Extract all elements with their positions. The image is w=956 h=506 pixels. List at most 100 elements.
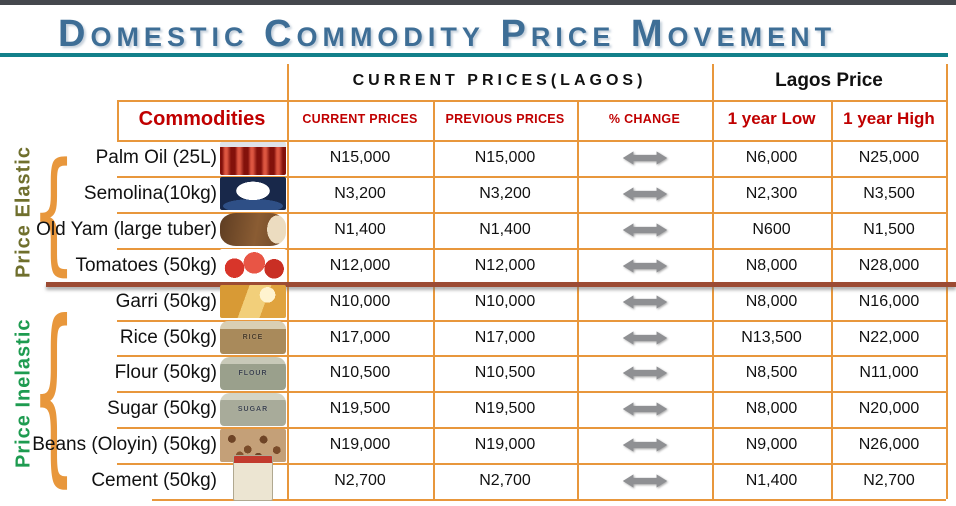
table-row: Semolina(10kg) N3,200 N3,200 N2,300 N3,5…	[0, 176, 956, 212]
year-low-cell: N9,000	[745, 436, 798, 454]
commodity-image-box: FLOUR	[219, 355, 287, 391]
year-high-cell: N26,000	[858, 436, 920, 454]
year-low-cell: N6,000	[745, 149, 798, 166]
commodity-name: Cement (50kg)	[91, 470, 217, 492]
table-row: Old Yam (large tuber) N1,400 N1,400 N600…	[0, 212, 956, 248]
column-header-1-year-high: 1 year High	[843, 109, 935, 128]
header-current-prices-lagos: CURRENT PRICES(LAGOS)	[352, 71, 647, 89]
table-border	[712, 64, 714, 499]
year-high-cell: N22,000	[858, 328, 920, 346]
year-low-cell: N13,500	[741, 328, 802, 346]
table-border	[577, 100, 579, 499]
year-low-cell: N8,500	[745, 364, 798, 382]
commodity-name: Old Yam (large tuber)	[36, 218, 217, 240]
previous-price-cell: N1,400	[479, 220, 531, 238]
flour-sack-image: FLOUR	[220, 356, 286, 390]
table-border	[117, 100, 946, 102]
no-change-arrow-icon	[622, 366, 667, 381]
commodity-image-box	[219, 455, 287, 502]
current-price-cell: N19,000	[329, 436, 391, 454]
sack-label: FLOUR	[238, 369, 268, 377]
table-row: Garri (50kg) N10,000 N10,000 N8,000 N16,…	[0, 284, 956, 320]
table-row: Tomatoes (50kg) N12,000 N12,000 N8,000 N…	[0, 248, 956, 284]
table-border	[117, 100, 119, 140]
table-border	[117, 427, 946, 430]
year-high-cell: N2,700	[863, 472, 915, 490]
previous-price-cell: N19,500	[474, 400, 536, 418]
table-row: Flour (50kg) FLOUR N10,500 N10,500 N8,50…	[0, 355, 956, 391]
percent-change-cell	[579, 320, 710, 356]
percent-change-cell	[579, 176, 710, 212]
sack-label: RICE	[242, 334, 264, 341]
table-border	[287, 64, 289, 499]
commodity-image-box	[219, 176, 287, 212]
previous-price-cell: N10,000	[474, 292, 536, 310]
commodity-name: Flour (50kg)	[114, 362, 217, 384]
percent-change-cell	[579, 391, 710, 427]
column-header-commodities: Commodities	[138, 107, 266, 130]
no-change-arrow-icon	[622, 223, 667, 237]
commodity-image-box	[219, 248, 287, 284]
table-row: Sugar (50kg) SUGAR N19,500 N19,500 N8,00…	[0, 391, 956, 427]
old-yam-image	[220, 213, 286, 247]
commodity-name: Garri (50kg)	[115, 290, 217, 312]
table-border	[117, 463, 946, 466]
current-price-cell: N10,000	[329, 292, 391, 310]
no-change-arrow-icon	[622, 402, 667, 416]
tomatoes-image	[220, 249, 286, 283]
percent-change-cell	[579, 212, 710, 248]
title-underline	[0, 53, 948, 57]
percent-change-cell	[579, 248, 710, 284]
commodity-name: Palm Oil (25L)	[95, 147, 217, 168]
semolina-image	[220, 177, 286, 211]
commodity-name: Beans (Oloyin) (50kg)	[32, 434, 217, 456]
sack-label: SUGAR	[237, 405, 269, 413]
palm-oil-image	[220, 141, 286, 175]
no-change-arrow-icon	[622, 151, 667, 165]
percent-change-cell	[579, 463, 710, 499]
year-high-cell: N3,500	[863, 184, 915, 202]
year-low-cell: N600	[752, 220, 791, 238]
year-high-cell: N11,000	[859, 364, 919, 382]
commodity-image-box	[219, 212, 287, 248]
year-low-cell: N8,000	[745, 256, 798, 274]
current-price-cell: N2,700	[334, 472, 386, 490]
year-low-cell: N8,000	[745, 400, 798, 418]
year-low-cell: N1,400	[745, 472, 798, 490]
column-header-percent-change: % CHANGE	[608, 112, 681, 126]
commodity-name: Semolina(10kg)	[83, 182, 217, 204]
table-border	[117, 247, 946, 250]
no-change-arrow-icon	[622, 438, 667, 452]
commodity-image-box	[219, 140, 287, 176]
percent-change-cell	[579, 140, 710, 176]
current-price-cell: N12,000	[329, 256, 391, 274]
table-row: Rice (50kg) RICE N17,000 N17,000 N13,500…	[0, 320, 956, 356]
year-high-cell: N25,000	[858, 149, 920, 166]
elastic-inelastic-divider	[46, 282, 956, 287]
commodity-image-box	[219, 284, 287, 320]
current-price-cell: N19,500	[329, 400, 391, 418]
commodity-image-box: SUGAR	[219, 391, 287, 427]
previous-price-cell: N19,000	[474, 436, 536, 454]
top-bar	[0, 0, 956, 5]
previous-price-cell: N12,000	[474, 256, 536, 274]
column-header-1-year-low: 1 year Low	[727, 109, 816, 128]
table-row: Palm Oil (25L) N15,000 N15,000 N6,000 N2…	[0, 140, 956, 176]
table-border	[117, 355, 946, 358]
page-title: Domestic Commodity Price Movement	[58, 13, 837, 55]
table-border	[946, 64, 948, 499]
year-high-cell: N28,000	[858, 256, 920, 274]
previous-price-cell: N15,000	[474, 149, 536, 166]
table-border	[117, 319, 946, 322]
no-change-arrow-icon	[622, 330, 667, 345]
current-price-cell: N1,400	[334, 220, 386, 238]
no-change-arrow-icon	[622, 294, 667, 309]
current-price-cell: N17,000	[329, 328, 391, 346]
rice-sack-image: RICE	[220, 321, 286, 354]
table-border	[831, 100, 833, 499]
sugar-sack-image: SUGAR	[220, 392, 286, 426]
current-price-cell: N15,000	[329, 149, 391, 166]
previous-price-cell: N17,000	[474, 328, 536, 346]
previous-price-cell: N10,500	[474, 364, 536, 382]
